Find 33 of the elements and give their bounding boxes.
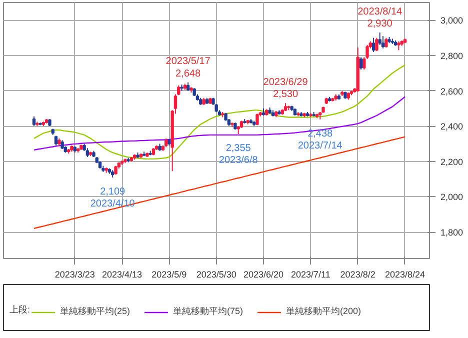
x-tick-label: 2023/5/9 [152, 270, 187, 280]
legend-title: 上段: [10, 304, 30, 314]
x-tick-label: 2023/5/30 [196, 270, 236, 280]
legend-label: 単純移動平均(25) [60, 305, 130, 318]
annotation: 2,355 2023/6/8 [218, 143, 258, 166]
candlestick [378, 32, 382, 46]
annotation: 2023/5/17 2,648 [166, 56, 211, 80]
y-tick-label: 2,400 [440, 122, 464, 132]
candlestick [381, 36, 385, 49]
candlestick [375, 37, 378, 52]
candlestick [372, 37, 376, 52]
candlestick [32, 116, 36, 127]
y-tick-label: 3,000 [440, 16, 464, 26]
annotation: 2023/6/29 2,530 [263, 77, 308, 100]
x-tick-label: 2023/3/23 [54, 270, 95, 280]
x-tick-label: 2023/4/13 [102, 270, 142, 280]
y-tick-label: 2,200 [440, 156, 464, 167]
y-tick-label: 2,000 [440, 192, 464, 202]
candlestick [384, 37, 388, 48]
y-tick-label: 2,800 [440, 50, 464, 61]
y-tick-label: 1,800 [440, 228, 464, 238]
annotation: 2023/8/14 2,930 [358, 6, 403, 30]
candlestick [359, 56, 363, 70]
line-series [33, 136, 406, 230]
x-tick-label: 2023/8/24 [384, 270, 426, 280]
x-tick-label: 2023/7/11 [290, 270, 330, 280]
legend-label: 単純移動平均(200) [286, 305, 362, 318]
annotation: 2,438 2023/7/14 [298, 128, 343, 152]
x-tick-label: 2023/8/2 [340, 270, 376, 280]
y-tick-label: 2,600 [440, 86, 464, 96]
x-tick-label: 2023/6/20 [243, 270, 284, 280]
annotation: 2,109 2023/4/10 [90, 186, 136, 210]
legend-label: 単純移動平均(75) [173, 305, 244, 318]
